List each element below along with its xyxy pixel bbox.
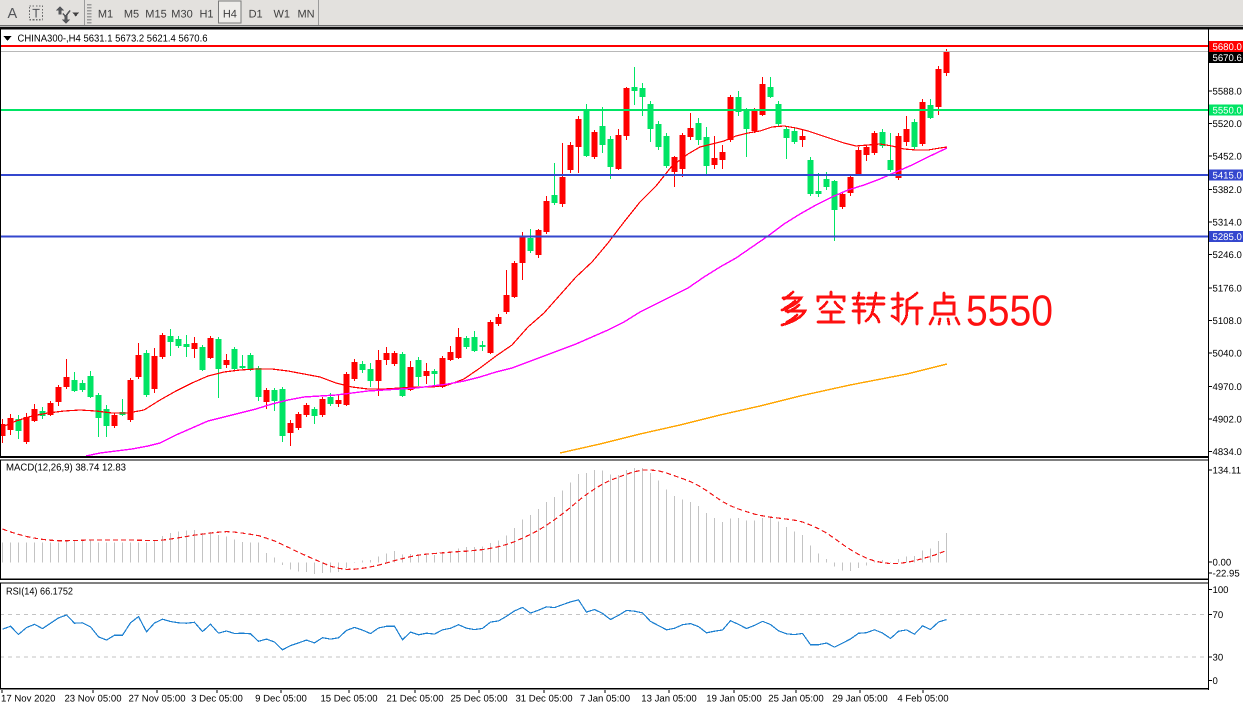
svg-text:M30: M30 bbox=[171, 9, 192, 21]
svg-text:D1: D1 bbox=[249, 9, 263, 21]
svg-text:5285.0: 5285.0 bbox=[1213, 232, 1242, 243]
svg-text:3 Dec 05:00: 3 Dec 05:00 bbox=[191, 694, 243, 705]
svg-text:70: 70 bbox=[1213, 610, 1224, 621]
svg-text:19 Jan 05:00: 19 Jan 05:00 bbox=[706, 694, 761, 705]
svg-text:29 Jan 05:00: 29 Jan 05:00 bbox=[832, 694, 887, 705]
svg-text:30: 30 bbox=[1213, 653, 1224, 664]
svg-text:4 Feb 05:00: 4 Feb 05:00 bbox=[897, 694, 948, 705]
svg-text:0.00: 0.00 bbox=[1213, 557, 1232, 568]
svg-text:0: 0 bbox=[1213, 676, 1218, 687]
svg-text:4834.0: 4834.0 bbox=[1213, 447, 1242, 458]
svg-text:-22.95: -22.95 bbox=[1213, 569, 1240, 580]
svg-text:W1: W1 bbox=[273, 9, 290, 21]
svg-text:5680.0: 5680.0 bbox=[1213, 42, 1242, 53]
svg-text:7 Jan 05:00: 7 Jan 05:00 bbox=[580, 694, 630, 705]
svg-text:M5: M5 bbox=[124, 9, 139, 21]
svg-text:5452.0: 5452.0 bbox=[1213, 152, 1242, 163]
svg-text:MACD(12,26,9) 38.74 12.83: MACD(12,26,9) 38.74 12.83 bbox=[6, 463, 126, 474]
svg-text:RSI(14) 66.1752: RSI(14) 66.1752 bbox=[6, 587, 73, 598]
svg-text:23 Nov 05:00: 23 Nov 05:00 bbox=[64, 694, 121, 705]
svg-text:4970.0: 4970.0 bbox=[1213, 382, 1242, 393]
svg-text:A: A bbox=[8, 6, 18, 22]
svg-text:5588.0: 5588.0 bbox=[1213, 87, 1242, 98]
svg-text:M15: M15 bbox=[145, 9, 166, 21]
svg-text:5108.0: 5108.0 bbox=[1213, 316, 1242, 327]
svg-text:31 Dec 05:00: 31 Dec 05:00 bbox=[515, 694, 572, 705]
svg-text:5382.0: 5382.0 bbox=[1213, 185, 1242, 196]
svg-text:M1: M1 bbox=[98, 9, 113, 21]
svg-text:5040.0: 5040.0 bbox=[1213, 349, 1242, 360]
svg-text:25 Jan 05:00: 25 Jan 05:00 bbox=[768, 694, 823, 705]
svg-text:5246.0: 5246.0 bbox=[1213, 250, 1242, 261]
svg-text:5314.0: 5314.0 bbox=[1213, 218, 1242, 229]
svg-text:100: 100 bbox=[1213, 585, 1229, 596]
svg-text:17 Nov 2020: 17 Nov 2020 bbox=[1, 694, 55, 705]
svg-text:5176.0: 5176.0 bbox=[1213, 284, 1242, 295]
svg-text:T: T bbox=[32, 6, 40, 20]
svg-text:H4: H4 bbox=[223, 9, 237, 21]
svg-text:25 Dec 05:00: 25 Dec 05:00 bbox=[450, 694, 507, 705]
svg-text:MN: MN bbox=[297, 9, 314, 21]
svg-text:5520.0: 5520.0 bbox=[1213, 119, 1242, 130]
svg-text:5550: 5550 bbox=[966, 288, 1053, 336]
svg-text:5670.6: 5670.6 bbox=[1213, 53, 1242, 64]
svg-text:9 Dec 05:00: 9 Dec 05:00 bbox=[255, 694, 307, 705]
svg-text:134.11: 134.11 bbox=[1213, 466, 1242, 477]
svg-text:27 Nov 05:00: 27 Nov 05:00 bbox=[128, 694, 185, 705]
svg-text:H1: H1 bbox=[199, 9, 213, 21]
svg-text:21 Dec 05:00: 21 Dec 05:00 bbox=[386, 694, 443, 705]
svg-text:CHINA300-,H4 5631.1 5673.2 56: CHINA300-,H4 5631.1 5673.2 5621.4 5670.6 bbox=[18, 34, 208, 45]
svg-text:5415.0: 5415.0 bbox=[1213, 171, 1242, 182]
svg-text:13 Jan 05:00: 13 Jan 05:00 bbox=[641, 694, 696, 705]
svg-text:5550.0: 5550.0 bbox=[1213, 106, 1242, 117]
svg-text:15 Dec 05:00: 15 Dec 05:00 bbox=[320, 694, 377, 705]
svg-text:4902.0: 4902.0 bbox=[1213, 415, 1242, 426]
